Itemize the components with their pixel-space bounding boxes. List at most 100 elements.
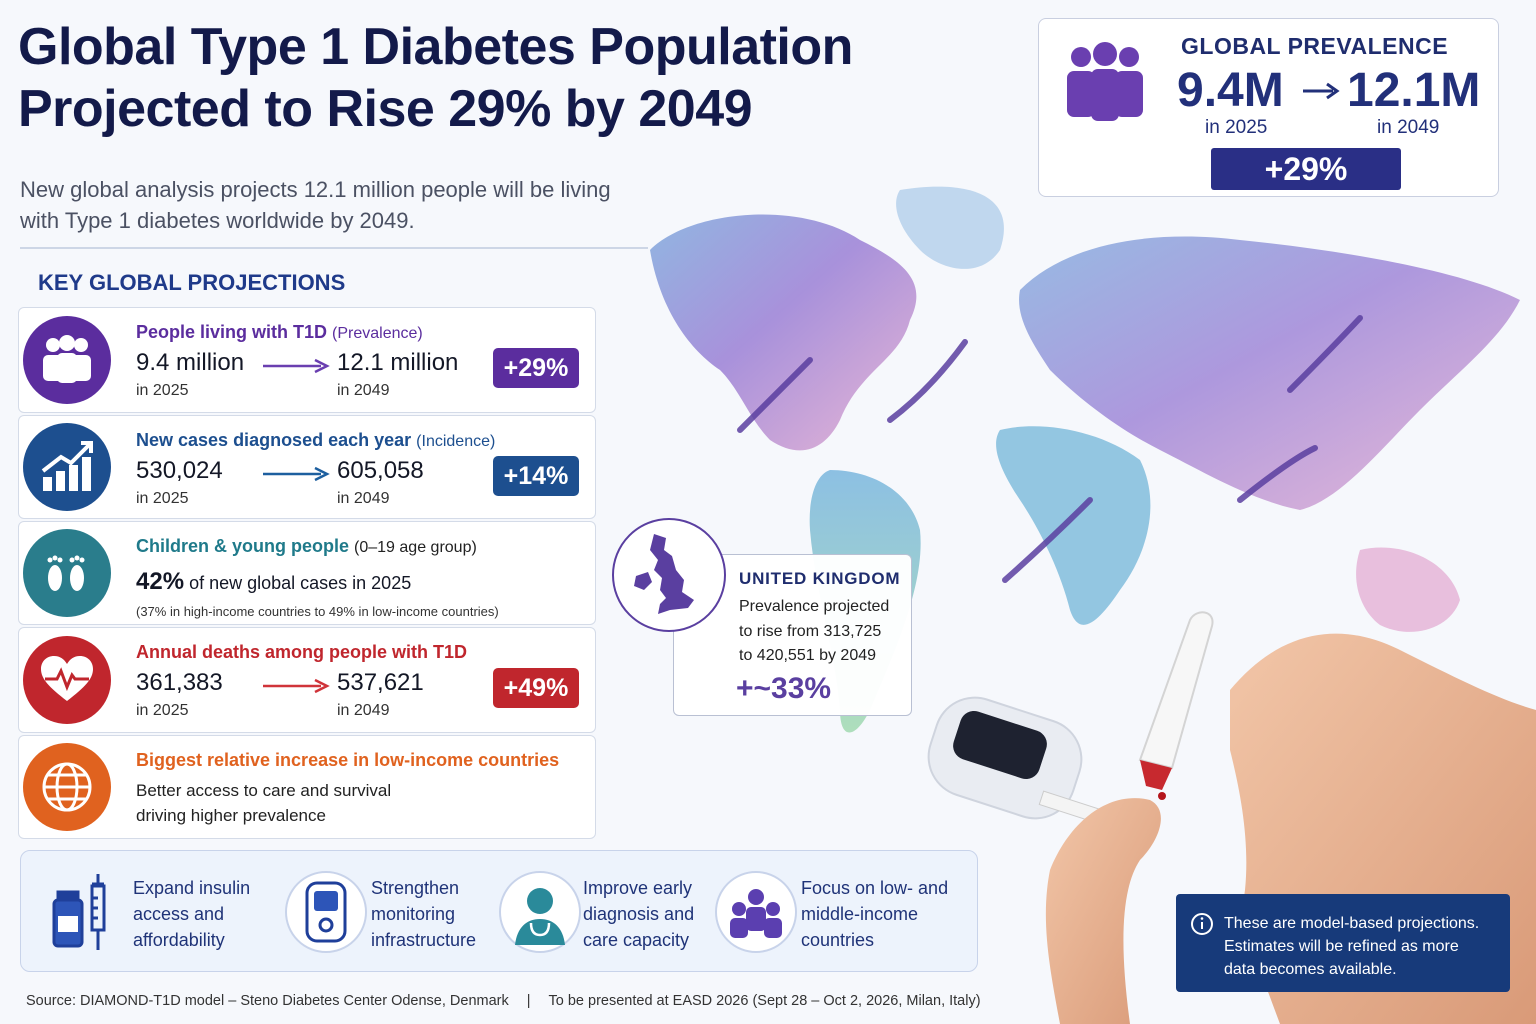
children-pct: 42% — [136, 568, 185, 595]
community-group-icon — [709, 865, 803, 959]
info-icon — [1191, 913, 1213, 935]
global-prevalence-title: GLOBAL PREVALENCE — [1181, 33, 1449, 59]
incidence-from-year: in 2025 — [136, 490, 189, 507]
deaths-from-value: 361,383 — [136, 669, 223, 696]
action-line: access and — [133, 904, 225, 924]
prevalence-label: People living with T1D (Prevalence) — [136, 322, 423, 343]
incidence-qualifier: (Incidence) — [416, 433, 496, 450]
children-label: Children & young people (0–19 age group) — [136, 536, 477, 557]
footer-event: To be presented at EASD 2026 (Sept 28 – … — [548, 993, 981, 1009]
deaths-to-year: in 2049 — [337, 702, 390, 719]
prevalence-qualifier: (Prevalence) — [332, 325, 423, 342]
deaths-change-badge: +49% — [493, 668, 579, 708]
doctor-icon — [493, 865, 587, 959]
uk-text-line-1: Prevalence projected — [739, 598, 890, 615]
action-line: Focus on low- and — [801, 878, 949, 898]
children-stat-text: of new global cases in 2025 — [189, 573, 412, 593]
global-prevalence-card: GLOBAL PREVALENCE 9.4M 12.1M in 2025 in … — [1038, 18, 1499, 197]
uk-text-line-3: to 420,551 by 2049 — [739, 647, 877, 664]
action-line: countries — [801, 930, 875, 950]
incidence-from-value: 530,024 — [136, 457, 223, 484]
page-title: Global Type 1 Diabetes Population Projec… — [18, 16, 1018, 140]
divider — [20, 247, 648, 249]
footprints-icon — [23, 529, 111, 617]
arrow-right-icon — [263, 358, 330, 374]
children-stat-line: 42% of new global cases in 2025 — [136, 568, 411, 596]
uk-text-line-2: to rise from 313,725 — [739, 622, 882, 640]
low-income-desc-line-2: driving higher prevalence — [136, 806, 326, 825]
bar-chart-up-icon — [23, 423, 111, 511]
people-group-icon — [23, 316, 111, 404]
global-prevalence-from-year: in 2025 — [1205, 117, 1268, 138]
deaths-from-year: in 2025 — [136, 702, 189, 719]
incidence-change-badge: +14% — [493, 456, 579, 496]
heart-pulse-icon — [23, 636, 111, 724]
action-line: diagnosis and — [583, 904, 695, 924]
children-detail: (37% in high-income countries to 49% in … — [136, 604, 499, 619]
action-line: Improve early — [583, 878, 693, 898]
action-line: Strengthen — [371, 878, 460, 898]
prevalence-change-badge: +29% — [493, 348, 579, 388]
action-text-insulin: Expand insulin access and affordability — [133, 875, 253, 953]
arrow-right-icon — [263, 466, 330, 482]
people-group-icon — [1067, 42, 1143, 121]
actions-panel: Expand insulin access and affordability … — [20, 850, 978, 972]
global-prevalence-to: 12.1M — [1347, 64, 1481, 117]
arrow-right-icon — [1303, 82, 1340, 100]
arrow-right-icon — [263, 678, 330, 694]
deaths-label: Annual deaths among people with T1D — [136, 642, 468, 662]
globe-icon — [23, 743, 111, 831]
note-line-1: These are model-based projections. — [1224, 915, 1480, 932]
action-line: affordability — [133, 930, 225, 950]
action-line: Expand insulin — [133, 878, 251, 898]
page-subtitle: New global analysis projects 12.1 millio… — [20, 174, 680, 236]
footer-separator: | — [526, 993, 531, 1009]
uk-text: Prevalence projected to rise from 313,72… — [739, 595, 909, 669]
prevalence-to-value: 12.1 million — [337, 349, 459, 376]
action-line: care capacity — [583, 930, 690, 950]
action-text-monitoring: Strengthen monitoring infrastructure — [371, 875, 491, 953]
children-label-text: Children & young people — [136, 536, 350, 556]
prevalence-label-text: People living with T1D — [136, 322, 328, 342]
footer-source: Source: DIAMOND-T1D model – Steno Diabet… — [26, 993, 509, 1009]
action-line: infrastructure — [371, 930, 477, 950]
model-note: These are model-based projections. Estim… — [1176, 894, 1510, 992]
model-note-text: These are model-based projections. Estim… — [1224, 912, 1504, 981]
prevalence-from-value: 9.4 million — [136, 349, 245, 376]
incidence-card: New cases diagnosed each year (Incidence… — [18, 415, 596, 519]
children-qualifier: (0–19 age group) — [354, 539, 477, 556]
footer: Source: DIAMOND-T1D model – Steno Diabet… — [26, 993, 981, 1009]
note-line-2: Estimates will be refined as more — [1224, 938, 1459, 955]
prevalence-to-year: in 2049 — [337, 382, 390, 399]
low-income-desc: Better access to care and survival drivi… — [136, 778, 436, 828]
incidence-to-year: in 2049 — [337, 490, 390, 507]
subtitle-line-2: with Type 1 diabetes worldwide by 2049. — [20, 208, 415, 233]
low-income-desc-line-1: Better access to care and survival — [136, 781, 392, 800]
incidence-label-text: New cases diagnosed each year — [136, 430, 412, 450]
children-card: Children & young people (0–19 age group)… — [18, 521, 596, 625]
low-income-card: Biggest relative increase in low-income … — [18, 735, 596, 839]
subtitle-line-1: New global analysis projects 12.1 millio… — [20, 177, 611, 202]
prevalence-card: People living with T1D (Prevalence) 9.4 … — [18, 307, 596, 413]
action-text-focus: Focus on low- and middle-income countrie… — [801, 875, 971, 953]
incidence-label: New cases diagnosed each year (Incidence… — [136, 430, 495, 451]
global-prevalence-to-year: in 2049 — [1377, 117, 1440, 138]
action-text-diagnosis: Improve early diagnosis and care capacit… — [583, 875, 713, 953]
insulin-vial-syringe-icon — [31, 865, 125, 959]
global-prevalence-change-badge: +29% — [1211, 148, 1401, 190]
title-line-1: Global Type 1 Diabetes Population — [18, 18, 853, 76]
global-prevalence-from: 9.4M — [1177, 64, 1284, 117]
glucose-monitor-icon — [279, 865, 373, 959]
deaths-to-value: 537,621 — [337, 669, 424, 696]
prevalence-from-year: in 2025 — [136, 382, 189, 399]
uk-title: UNITED KINGDOM — [739, 569, 901, 588]
note-line-3: data becomes available. — [1224, 961, 1397, 978]
low-income-label: Biggest relative increase in low-income … — [136, 750, 560, 770]
action-line: middle-income — [801, 904, 919, 924]
world-map-illustration — [650, 186, 1520, 733]
title-line-2: Projected to Rise 29% by 2049 — [18, 80, 753, 138]
deaths-card: Annual deaths among people with T1D 361,… — [18, 627, 596, 733]
incidence-to-value: 605,058 — [337, 457, 424, 484]
uk-map-icon — [612, 518, 726, 632]
action-line: monitoring — [371, 904, 456, 924]
